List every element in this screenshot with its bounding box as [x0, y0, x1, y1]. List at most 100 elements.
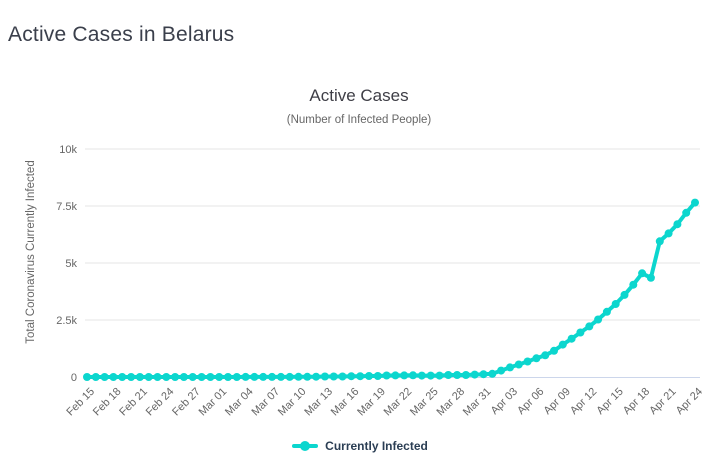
data-point-marker — [550, 346, 558, 355]
data-point-marker — [523, 357, 532, 366]
data-point-marker — [241, 372, 250, 381]
x-tick-label: Mar 13 — [302, 386, 335, 419]
data-point-marker — [347, 372, 356, 381]
data-point-marker — [171, 373, 180, 381]
data-point-marker — [691, 198, 699, 207]
x-tick-label: Apr 09 — [542, 386, 573, 417]
data-point-marker — [329, 372, 338, 381]
x-tick-label: Mar 19 — [355, 386, 388, 419]
data-point-marker — [506, 363, 514, 372]
data-point-marker — [197, 373, 206, 381]
data-point-marker — [382, 371, 391, 380]
x-tick-label: Mar 31 — [461, 386, 494, 419]
y-axis-title: Total Coronavirus Currently Infected — [25, 160, 37, 344]
x-tick-label: Feb 15 — [64, 386, 97, 419]
data-point-marker — [127, 373, 136, 381]
data-point-marker — [276, 372, 285, 381]
data-point-marker — [655, 237, 664, 246]
series-marker-icon — [292, 441, 319, 451]
data-point-marker — [232, 373, 241, 381]
x-tick-label: Apr 21 — [647, 386, 678, 417]
x-tick-label: Mar 04 — [223, 386, 256, 419]
data-point-marker — [294, 372, 303, 381]
data-point-marker — [268, 372, 276, 381]
page-title: Active Cases in Belarus — [8, 23, 235, 46]
data-point-marker — [611, 300, 620, 308]
data-point-marker — [179, 373, 188, 381]
x-tick-label: Mar 01 — [197, 386, 230, 419]
x-tick-label: Mar 22 — [382, 386, 415, 419]
data-point-marker — [144, 373, 153, 381]
x-tick-label: Mar 16 — [329, 386, 362, 419]
data-point-marker — [567, 334, 576, 343]
x-tick-label: Apr 18 — [621, 386, 652, 417]
data-point-marker — [312, 372, 321, 381]
data-point-marker — [391, 371, 400, 380]
data-point-marker — [250, 372, 259, 381]
x-tick-label: Feb 18 — [91, 386, 124, 419]
x-tick-label: Feb 21 — [117, 386, 150, 419]
data-point-marker — [514, 360, 523, 369]
data-point-marker — [91, 373, 100, 381]
data-point-marker — [356, 372, 365, 381]
data-point-marker — [135, 373, 144, 381]
data-point-marker — [285, 372, 294, 381]
data-point-marker — [206, 373, 215, 381]
data-point-marker — [541, 351, 550, 360]
data-point-marker — [576, 328, 585, 337]
data-point-marker — [479, 370, 488, 379]
data-point-marker — [259, 372, 268, 381]
chart-title: Active Cases — [309, 86, 409, 105]
y-tick-label: 5k — [65, 258, 77, 270]
x-tick-label: Feb 27 — [170, 386, 203, 419]
data-point-marker — [224, 373, 232, 381]
data-point-marker — [400, 371, 409, 380]
data-point-marker — [594, 315, 603, 324]
x-tick-label: Apr 12 — [568, 386, 599, 417]
data-point-marker — [558, 340, 567, 349]
x-tick-label: Apr 15 — [594, 386, 625, 417]
y-tick-label: 2.5k — [56, 315, 77, 327]
data-point-marker — [532, 354, 541, 363]
data-point-marker — [100, 373, 109, 381]
data-point-marker — [629, 280, 638, 289]
data-point-marker — [320, 372, 329, 381]
chart-subtitle: (Number of Infected People) — [286, 114, 432, 126]
data-point-marker — [638, 269, 647, 278]
x-tick-label: Feb 24 — [144, 386, 177, 419]
x-tick-label: Mar 25 — [408, 386, 441, 419]
data-point-marker — [162, 373, 171, 381]
x-tick-label: Mar 28 — [435, 386, 468, 419]
data-point-marker — [365, 372, 373, 380]
x-tick-label: Apr 24 — [674, 386, 705, 417]
data-point-marker — [188, 373, 197, 381]
data-point-marker — [153, 373, 162, 381]
data-point-marker — [417, 371, 426, 380]
data-point-marker — [453, 371, 462, 379]
data-point-marker — [602, 307, 611, 316]
data-point-marker — [215, 373, 224, 381]
legend-label: Currently Infected — [325, 439, 428, 453]
data-point-marker — [409, 371, 417, 380]
x-tick-label: Apr 03 — [489, 386, 520, 417]
data-point-marker — [664, 229, 673, 238]
x-tick-label: Mar 07 — [249, 386, 282, 419]
x-tick-label: Apr 06 — [515, 386, 546, 417]
data-point-marker — [682, 208, 691, 217]
data-point-marker — [620, 290, 629, 299]
data-point-marker — [426, 371, 435, 380]
data-point-marker — [444, 371, 453, 379]
data-point-marker — [673, 220, 682, 229]
data-point-marker — [118, 373, 127, 381]
data-point-marker — [470, 370, 479, 379]
series-line — [85, 200, 697, 379]
legend-item-currently-infected[interactable]: Currently Infected — [290, 439, 428, 453]
data-point-marker — [83, 373, 91, 381]
data-point-marker — [109, 373, 118, 381]
data-point-marker — [585, 322, 594, 331]
data-point-marker — [338, 372, 347, 381]
y-tick-label: 10k — [59, 144, 77, 156]
y-tick-label: 7.5k — [56, 201, 77, 213]
